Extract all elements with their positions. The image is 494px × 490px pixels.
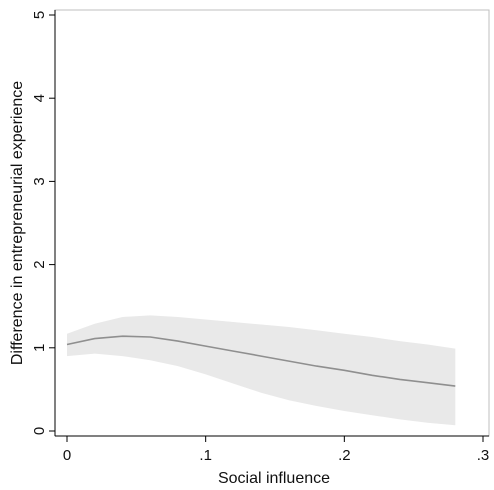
series-line <box>66 335 456 387</box>
x-tick-label: .3 <box>477 447 490 464</box>
x-tick-label: .1 <box>199 447 212 464</box>
y-tick-label: 4 <box>31 94 48 102</box>
x-ticks: 0 .1 .2 .3 <box>63 436 489 464</box>
y-tick-label: 5 <box>31 11 48 19</box>
x-axis-title: Social influence <box>218 470 330 487</box>
y-tick-label: 2 <box>31 260 48 268</box>
x-tick-label: 0 <box>63 447 71 464</box>
y-ticks: 0 1 2 3 4 5 <box>31 11 55 435</box>
confidence-band <box>67 315 456 426</box>
confidence-band-layer <box>67 315 456 426</box>
y-tick-label: 0 <box>31 427 48 435</box>
y-tick-label: 1 <box>31 344 48 352</box>
series-line-layer <box>66 335 456 387</box>
y-axis-title: Difference in entrepreneurial experience <box>9 81 26 365</box>
y-tick-label: 3 <box>31 177 48 185</box>
x-tick-label: .2 <box>338 447 351 464</box>
axes <box>54 10 489 437</box>
